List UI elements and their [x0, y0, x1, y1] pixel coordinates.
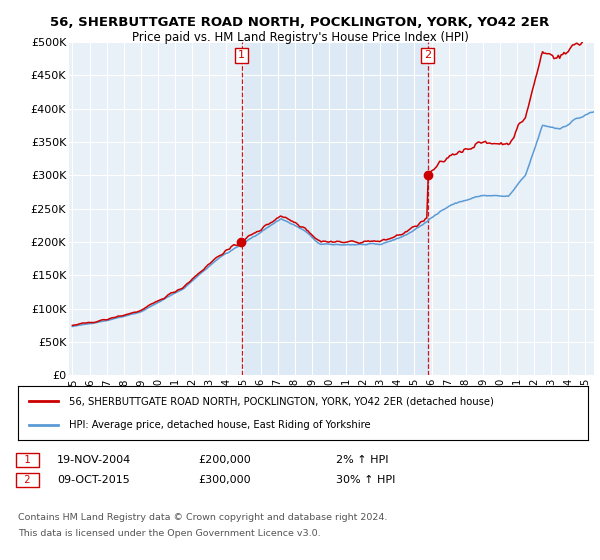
Text: This data is licensed under the Open Government Licence v3.0.: This data is licensed under the Open Gov…	[18, 529, 320, 538]
Text: HPI: Average price, detached house, East Riding of Yorkshire: HPI: Average price, detached house, East…	[70, 419, 371, 430]
Text: 1: 1	[238, 50, 245, 60]
Bar	[242, 42, 428, 375]
Text: £200,000: £200,000	[198, 455, 251, 465]
Text: 2% ↑ HPI: 2% ↑ HPI	[336, 455, 389, 465]
Text: 56, SHERBUTTGATE ROAD NORTH, POCKLINGTON, YORK, YO42 2ER (detached house): 56, SHERBUTTGATE ROAD NORTH, POCKLINGTON…	[70, 396, 494, 407]
Text: 56, SHERBUTTGATE ROAD NORTH, POCKLINGTON, YORK, YO42 2ER: 56, SHERBUTTGATE ROAD NORTH, POCKLINGTON…	[50, 16, 550, 29]
Text: 1: 1	[18, 455, 37, 465]
Text: £300,000: £300,000	[198, 475, 251, 485]
Text: 19-NOV-2004: 19-NOV-2004	[57, 455, 131, 465]
Text: 2: 2	[424, 50, 431, 60]
Text: Price paid vs. HM Land Registry's House Price Index (HPI): Price paid vs. HM Land Registry's House …	[131, 31, 469, 44]
Text: 2: 2	[18, 475, 37, 485]
Text: 30% ↑ HPI: 30% ↑ HPI	[336, 475, 395, 485]
Text: Contains HM Land Registry data © Crown copyright and database right 2024.: Contains HM Land Registry data © Crown c…	[18, 514, 388, 522]
Text: 09-OCT-2015: 09-OCT-2015	[57, 475, 130, 485]
